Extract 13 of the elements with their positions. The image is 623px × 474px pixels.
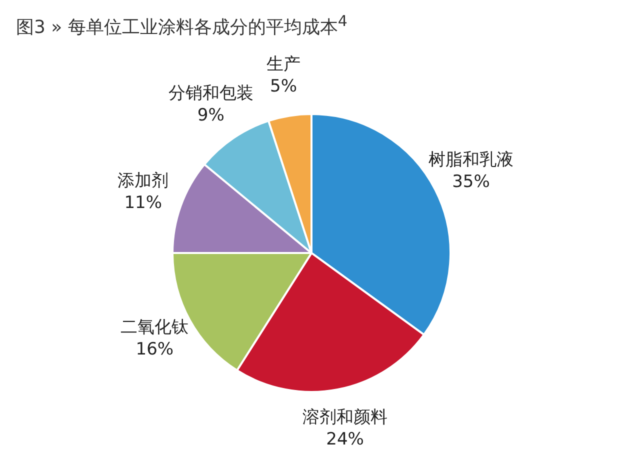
slice-label: 生产 [266, 54, 300, 75]
chart-title: 图3 » 每单位工业涂料各成分的平均成本$^{4}$ [15, 11, 348, 40]
data-label: 9% [197, 105, 224, 126]
slice-label: 分销和包装 [168, 83, 254, 104]
data-label: 11% [124, 192, 162, 213]
data-label: 5% [270, 76, 297, 97]
data-label: 16% [136, 340, 174, 360]
slice-label: 溶剂和颜料 [302, 407, 388, 428]
slice-label: 二氧化钛 [120, 318, 189, 338]
slice-label: 添加剂 [118, 170, 169, 191]
data-label: 35% [452, 172, 490, 192]
slice-label: 树脂和乳液 [428, 150, 514, 170]
data-label: 24% [326, 429, 364, 450]
